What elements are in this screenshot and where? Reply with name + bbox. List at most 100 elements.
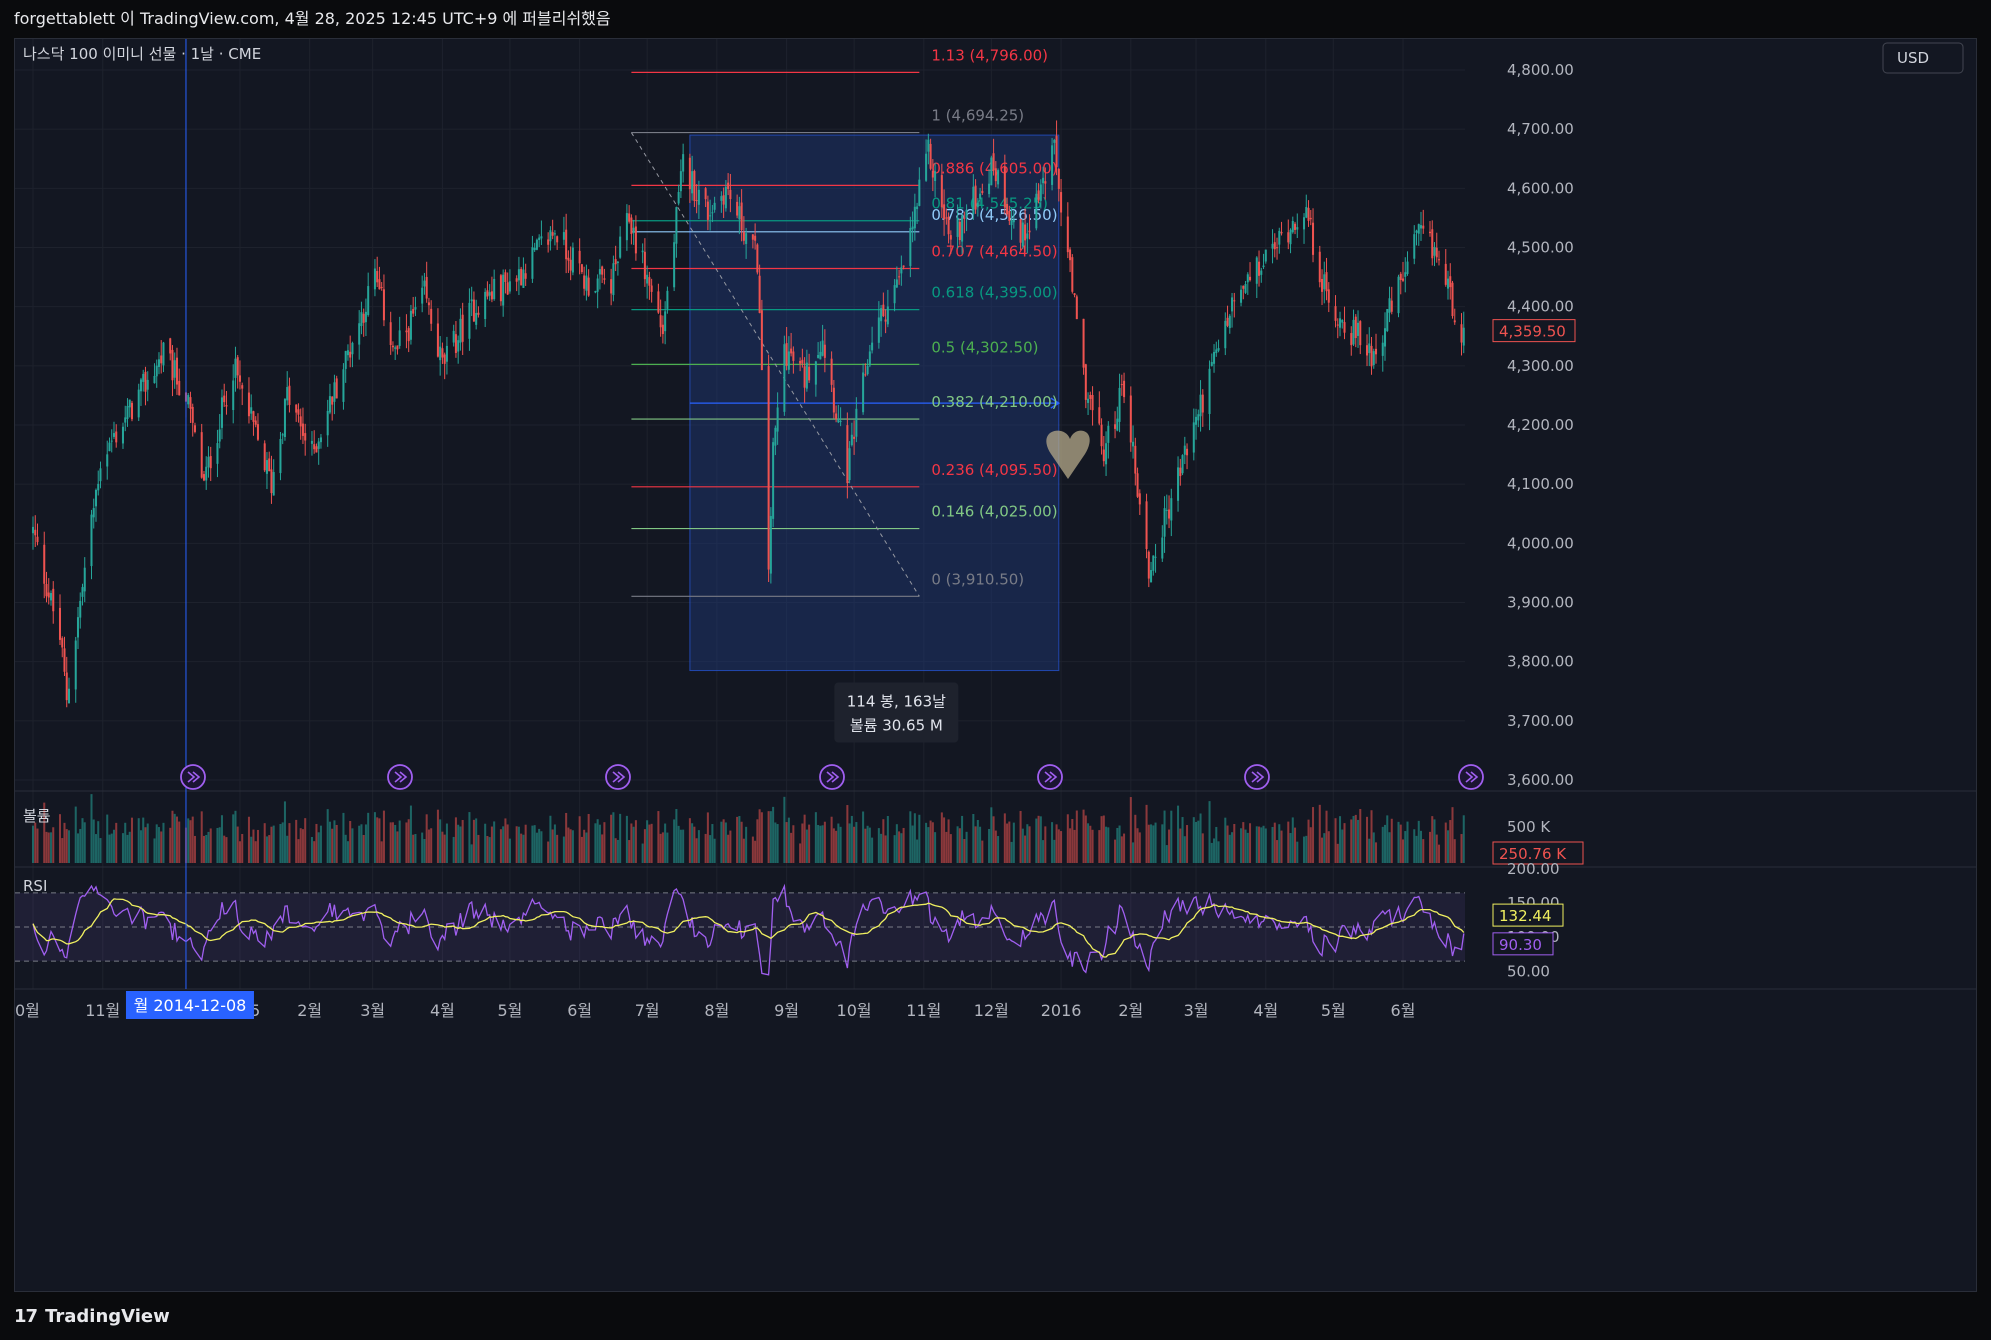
candle-body [760, 310, 763, 371]
candle-body [738, 206, 741, 220]
candle-body [945, 217, 948, 219]
candle-body [1224, 320, 1227, 349]
volume-bar [1336, 843, 1339, 863]
volume-bar [1287, 821, 1290, 863]
candle-body [814, 361, 817, 385]
candle-body [358, 323, 361, 345]
volume-bar [362, 834, 365, 863]
candle-body [256, 424, 259, 440]
volume-bar [1177, 805, 1180, 863]
volume-bar [364, 824, 367, 863]
candle-body [1055, 135, 1058, 168]
candle-body [929, 143, 932, 169]
volume-bar [1334, 818, 1337, 863]
volume-bar [74, 806, 77, 863]
candle-body [1134, 445, 1137, 474]
candle-body [218, 429, 221, 442]
candle-body [751, 234, 754, 240]
volume-bar [931, 822, 934, 863]
candle-body [1352, 319, 1355, 345]
candle-body [956, 217, 959, 237]
fib-level-label: 0.618 (4,395.00) [931, 284, 1057, 302]
volume-bar [153, 838, 156, 863]
candle-body [1098, 407, 1101, 424]
volume-bar [1082, 809, 1085, 863]
candle-body [677, 191, 680, 204]
candle-body [92, 508, 95, 518]
candle-body [997, 170, 1000, 185]
volume-bar [441, 831, 444, 863]
candle-body [346, 350, 349, 356]
candle-body [736, 201, 739, 216]
volume-bar [1201, 833, 1204, 863]
candle-body [1012, 219, 1015, 223]
candle-body [1354, 316, 1357, 339]
volume-bar [1213, 838, 1216, 863]
candle-body [1318, 251, 1321, 283]
candle-body [916, 206, 919, 210]
volume-bar [477, 834, 480, 863]
candle-body [1343, 322, 1346, 333]
volume-bar [1044, 826, 1047, 863]
candle-body [934, 171, 937, 182]
volume-bar [547, 841, 550, 863]
candle-body [612, 263, 615, 296]
volume-bar [943, 817, 946, 863]
fib-level-label: 0.382 (4,210.00) [931, 393, 1057, 411]
volume-bar [1446, 830, 1450, 863]
current-price-label: 4,359.50 [1499, 323, 1566, 341]
candle-body [391, 345, 394, 348]
time-tick-label: 2월 [297, 1001, 322, 1020]
volume-bar [124, 822, 127, 863]
candle-body [632, 227, 635, 233]
volume-bar [1197, 820, 1200, 863]
volume-bar [1242, 822, 1245, 863]
rsi-tick-label: 50.00 [1507, 962, 1550, 980]
volume-bar [571, 830, 574, 863]
volume-bar [1055, 824, 1058, 863]
candle-body [754, 235, 757, 241]
volume-bar [947, 819, 950, 863]
volume-bar [740, 821, 743, 863]
volume-bar [1026, 824, 1029, 863]
candle-body [853, 436, 856, 439]
volume-bar [1406, 821, 1409, 863]
volume-bar [1278, 824, 1281, 863]
chart-frame[interactable]: 114 봉, 163날 볼륨 30.65 M 1.13 (4,796.00) 1 (… [14, 38, 1977, 1292]
candle-body [1435, 247, 1438, 258]
candle-body [461, 314, 464, 342]
volume-bar [774, 822, 777, 863]
volume-bar [90, 794, 93, 863]
candle-body [1082, 318, 1085, 368]
candle-body [313, 444, 316, 450]
volume-bar [423, 839, 426, 863]
volume-bar [538, 828, 541, 863]
candle-body [376, 271, 379, 283]
volume-bar [144, 827, 147, 863]
volume-bar [877, 828, 880, 863]
volume-bar [695, 838, 698, 863]
candle-body [1154, 556, 1157, 558]
volume-bar [697, 830, 700, 863]
volume-pane: 볼륨 [23, 794, 1465, 863]
candle-body [490, 291, 493, 300]
candle-body [1357, 322, 1360, 336]
candle-body [288, 385, 291, 405]
candle-body [173, 360, 176, 378]
volume-bar [1323, 833, 1326, 863]
candle-body [493, 278, 496, 300]
candle-body [335, 378, 338, 399]
candle-body [1129, 395, 1132, 443]
fibonacci-retracement[interactable]: 1.13 (4,796.00)1 (4,694.25)0.886 (4,605.… [630, 46, 1058, 597]
candle-body [943, 204, 946, 220]
volume-bar [1228, 834, 1231, 863]
volume-bar [1249, 823, 1252, 863]
volume-bar [524, 824, 527, 863]
crosshair-date-label: 월 2014-12-08 [134, 996, 247, 1015]
volume-bar [594, 823, 597, 863]
candle-body [1084, 364, 1087, 400]
candle-body [850, 434, 853, 446]
candle-body [913, 206, 916, 229]
